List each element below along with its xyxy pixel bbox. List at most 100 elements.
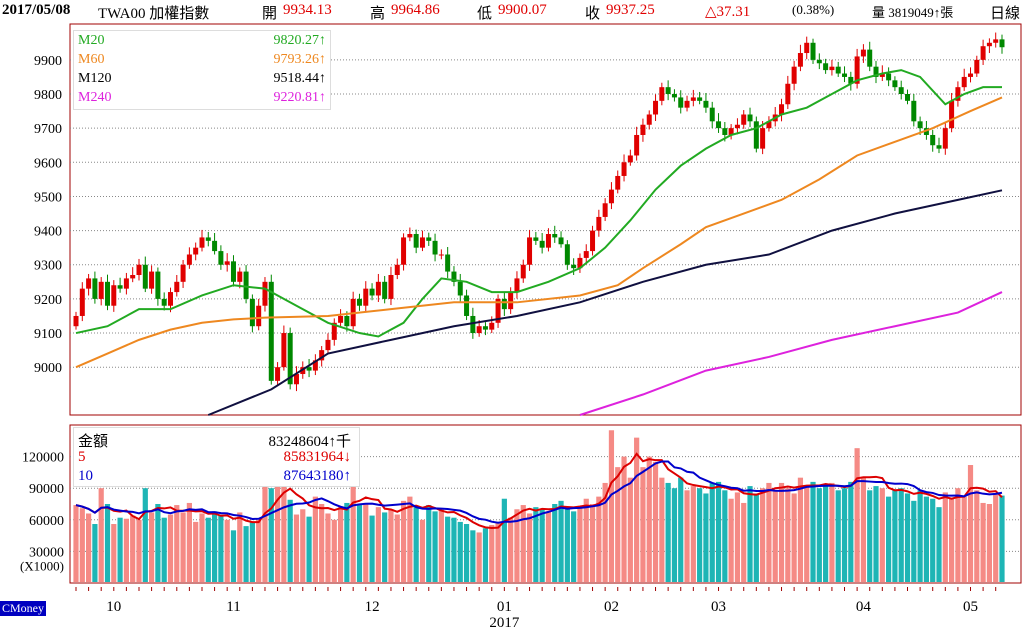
volume-bar [602,482,608,582]
legend-name: M120 [78,71,112,86]
volume-bar [243,526,249,582]
volume-bar [180,512,186,582]
candle-body [917,121,923,129]
candle-body [923,128,929,135]
volume-bar [911,500,917,582]
candle-body [73,315,79,327]
volume-bar [136,519,142,582]
candle-body [142,264,148,289]
volume-bar [394,514,400,582]
candle-body [419,237,425,248]
volume-bar [104,504,111,582]
candle-body [583,251,589,258]
volume-bar [571,511,577,582]
volume-bar [615,467,621,582]
legend-value: 9793.26↑ [273,52,327,67]
volume-bar [218,514,224,582]
volume-bar [589,504,596,582]
candle-body [174,281,180,293]
volume-bar [274,482,281,582]
volume-bar [955,488,961,582]
candle-body [747,114,753,122]
volume-bar [993,493,999,582]
volume-bar [130,515,136,582]
price-panel-frame [69,23,1022,416]
volume-bar [703,493,709,582]
candle-body [375,281,381,296]
candle-body [753,121,759,149]
volume-bar [142,488,148,582]
candle-body [558,237,564,245]
candle-body [608,189,614,204]
volume-bar [634,437,640,582]
volume-bar [230,530,237,582]
candle-body [527,237,533,265]
volume-bar [810,481,816,582]
candle-body [268,281,274,381]
volume-bar [92,524,98,582]
volume-bar [375,507,381,582]
legend-value: 87643180↑ [283,468,352,484]
volume-bar [199,513,205,582]
candle-body [602,203,608,217]
volume-bar [470,530,476,582]
candle-body [489,322,495,330]
volume-tick-label: 60000 [29,514,64,529]
volume-bar [337,507,344,582]
candle-body [382,281,388,299]
volume-bar [111,524,117,582]
volume-bar [967,465,974,582]
candle-body [930,134,936,146]
candle-body [697,97,703,101]
volume-bar [848,481,854,582]
volume-label: 量 [872,5,886,20]
volume-bar [300,509,306,582]
candle-body [571,264,577,269]
volume-bar [785,488,791,582]
candle-body [426,237,432,241]
volume-bar [640,467,646,582]
candle-body [999,39,1005,48]
month-label: 04 [856,599,872,615]
candle-body [413,234,419,248]
candle-body [79,288,85,316]
low-label: 低 [477,6,493,22]
candle-body [501,298,507,310]
volume-bar [886,496,892,582]
volume-bar [608,430,615,582]
period[interactable]: 日線 [990,6,1021,22]
volume-ma-10-line [75,460,1003,524]
volume-bar [715,481,722,582]
volume-bar [268,488,274,582]
volume-bar [690,486,696,582]
legend-value: 9220.81↑ [273,90,327,105]
candle-body [678,97,684,108]
price-tick-label: 9900 [34,54,62,69]
volume-bar [904,493,911,582]
volume-bar [923,496,930,582]
candle-body [829,66,835,71]
candle-body [816,59,822,64]
candle-body [791,66,797,84]
candle-body [760,128,766,149]
candle-body [293,374,299,385]
candle-body [256,305,262,327]
year-label: 2017 [489,615,520,630]
candle-body [407,234,413,238]
candle-body [722,128,728,135]
candle-body [218,251,224,265]
volume-bar [879,488,885,582]
volume-bar [331,519,337,582]
candle-body [111,285,117,306]
candle-body [545,234,551,248]
candle-body [634,134,640,156]
volume-bar [325,513,331,582]
month-label: 03 [711,599,726,615]
volume-bar [760,488,766,582]
volume-panel-frame [69,424,1022,584]
volume-bar [432,511,438,582]
candle-body [180,264,186,282]
candle-body [615,175,621,190]
price-tick-label: 9000 [34,361,62,376]
